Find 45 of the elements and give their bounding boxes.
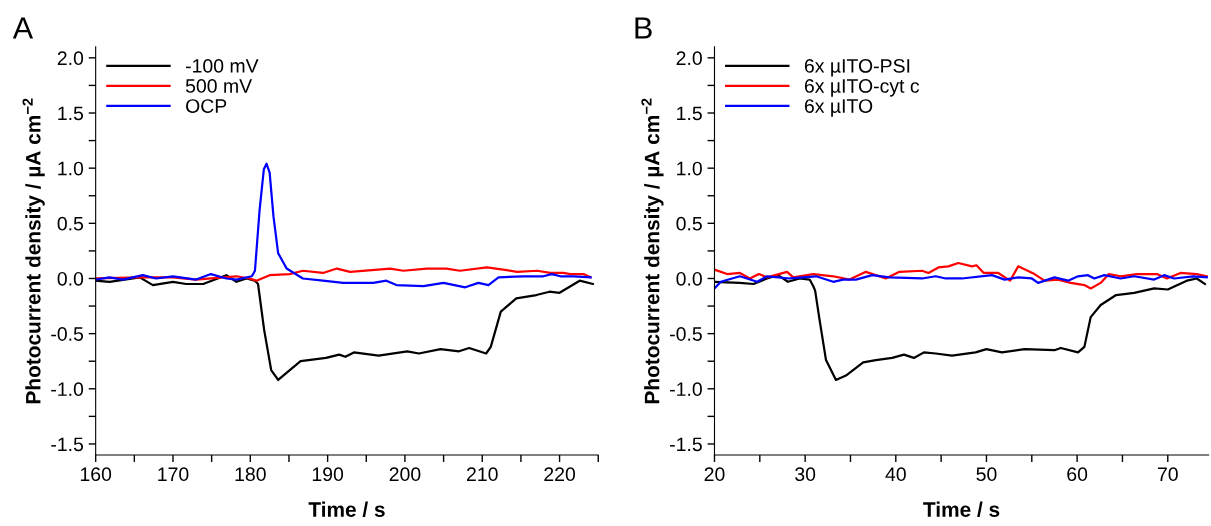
y-axis-title: Photocurrent density / µA cm$^{−2}$ bbox=[641, 98, 664, 404]
y-tick-label: 1.0 bbox=[677, 161, 702, 176]
x-tick-label: 40 bbox=[885, 467, 906, 482]
x-tick-label: 190 bbox=[312, 467, 344, 482]
y-tick-label: 0.0 bbox=[676, 271, 702, 286]
legend-label: OCP bbox=[186, 99, 227, 113]
y-tick-label: -0.5 bbox=[670, 327, 702, 341]
x-tick-label: 30 bbox=[795, 467, 816, 482]
y-tick-label: -1.5 bbox=[670, 437, 702, 452]
line-series bbox=[95, 266, 592, 282]
x-axis-title: Time / s bbox=[923, 501, 1000, 518]
x-tick-label: 220 bbox=[544, 467, 576, 482]
y-tick-label: -1.0 bbox=[670, 382, 702, 397]
chart-title: A bbox=[12, 17, 34, 39]
legend-label: 6x µITO-PSI bbox=[804, 58, 910, 77]
x-tick-label: 20 bbox=[704, 467, 725, 482]
line-series bbox=[714, 274, 1208, 290]
chart-title: B bbox=[635, 17, 652, 39]
line-series bbox=[95, 162, 592, 289]
line-series bbox=[714, 261, 1208, 290]
y-tick-label: -1.0 bbox=[51, 382, 84, 397]
y-tick-label: -1.5 bbox=[51, 437, 84, 452]
x-axis-title: Time / s bbox=[308, 501, 385, 518]
y-tick-label: 1.0 bbox=[58, 161, 84, 176]
x-tick-label: 50 bbox=[976, 467, 997, 482]
y-tick-label: 1.5 bbox=[677, 106, 702, 121]
y-tick-label: 0.5 bbox=[57, 216, 84, 231]
y-axis-title: Photocurrent density / µA cm$^{−2}$ bbox=[22, 98, 45, 404]
x-tick-label: 60 bbox=[1067, 467, 1088, 482]
y-tick-label: -0.5 bbox=[51, 327, 84, 341]
y-tick-label: 1.5 bbox=[58, 106, 84, 121]
legend-label: 500 mV bbox=[185, 79, 253, 93]
y-tick-label: 2.0 bbox=[676, 51, 702, 66]
y-tick-label: 2.0 bbox=[57, 51, 84, 66]
legend-label: 6x µITO-cyt c bbox=[804, 79, 920, 97]
x-tick-label: 160 bbox=[80, 467, 112, 482]
legend-label: -100 mV bbox=[185, 58, 259, 73]
y-tick-label: 0.0 bbox=[57, 271, 84, 286]
x-tick-label: 210 bbox=[467, 467, 498, 482]
x-tick-label: 200 bbox=[389, 467, 421, 482]
y-tick-label: 0.5 bbox=[676, 216, 702, 231]
legend-label: 6x µITO bbox=[804, 99, 873, 117]
x-tick-label: 170 bbox=[158, 467, 189, 482]
x-tick-label: 70 bbox=[1157, 467, 1178, 482]
x-tick-label: 180 bbox=[235, 467, 266, 482]
